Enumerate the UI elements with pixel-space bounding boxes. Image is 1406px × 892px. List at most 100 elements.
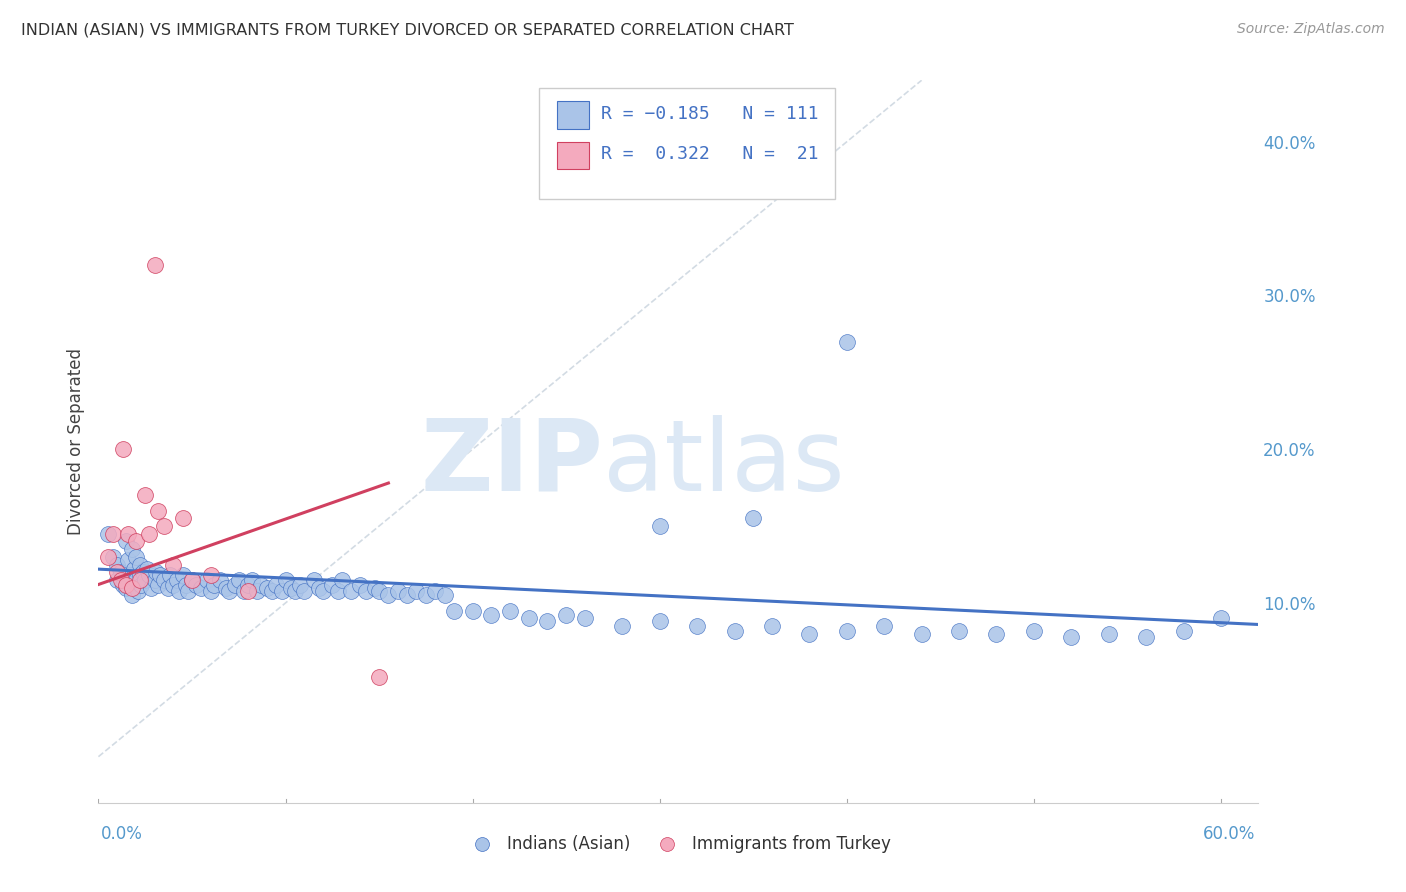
Point (172, 511, 194, 525)
Point (127, 583, 149, 598)
Point (110, 573, 132, 587)
Point (208, 573, 231, 587)
Point (330, 573, 353, 587)
Point (270, 583, 292, 598)
Point (115, 577, 138, 591)
Point (648, 519, 671, 533)
Point (149, 568, 172, 582)
FancyBboxPatch shape (557, 101, 589, 128)
Point (1060, 630, 1083, 644)
Y-axis label: Divorced or Separated: Divorced or Separated (66, 348, 84, 535)
Point (134, 488, 156, 502)
Point (536, 615, 558, 629)
Point (246, 583, 269, 598)
Point (143, 258, 166, 272)
Point (236, 577, 259, 591)
Point (148, 504, 170, 518)
Point (122, 562, 145, 576)
Legend: Indians (Asian), Immigrants from Turkey: Indians (Asian), Immigrants from Turkey (458, 828, 898, 860)
Point (236, 583, 259, 598)
Point (139, 581, 162, 595)
Point (292, 583, 315, 598)
Point (128, 573, 150, 587)
Point (190, 581, 212, 595)
Point (250, 577, 273, 591)
Point (159, 568, 181, 582)
Point (120, 568, 142, 582)
Text: atlas: atlas (603, 415, 845, 512)
Point (354, 583, 377, 598)
Point (761, 619, 783, 633)
Point (1135, 630, 1157, 644)
Point (121, 581, 143, 595)
Point (97, 526, 120, 541)
Point (686, 619, 709, 633)
Point (117, 526, 139, 541)
Point (128, 558, 150, 572)
Point (131, 577, 153, 591)
Point (425, 583, 447, 598)
Point (218, 583, 240, 598)
Point (153, 573, 176, 587)
Point (723, 624, 745, 638)
Point (128, 568, 150, 582)
Point (835, 334, 858, 349)
Point (415, 588, 437, 602)
Point (228, 573, 250, 587)
Point (873, 619, 896, 633)
Point (125, 549, 148, 564)
Point (326, 583, 349, 598)
Point (499, 604, 522, 618)
Point (274, 573, 297, 587)
Point (156, 581, 179, 595)
Point (121, 542, 143, 557)
Point (172, 568, 194, 582)
Point (200, 568, 222, 582)
Text: INDIAN (ASIAN) VS IMMIGRANTS FROM TURKEY DIVORCED OR SEPARATED CORRELATION CHART: INDIAN (ASIAN) VS IMMIGRANTS FROM TURKEY… (21, 22, 794, 37)
Point (364, 581, 387, 595)
Point (105, 558, 128, 572)
Point (1022, 624, 1045, 638)
Point (162, 577, 184, 591)
Point (167, 583, 190, 598)
Point (162, 558, 184, 572)
Point (368, 670, 391, 684)
Point (340, 583, 363, 598)
Point (648, 615, 671, 629)
Point (368, 583, 391, 598)
Point (1173, 624, 1195, 638)
Point (256, 581, 278, 595)
Point (799, 626, 821, 640)
Point (387, 583, 409, 598)
Point (111, 442, 134, 457)
Point (284, 583, 307, 598)
Point (1209, 611, 1232, 625)
Point (200, 583, 222, 598)
Point (233, 583, 256, 598)
Point (574, 611, 596, 625)
Point (433, 588, 456, 602)
Point (115, 581, 138, 595)
Point (204, 577, 226, 591)
Point (262, 583, 284, 598)
Point (443, 604, 465, 618)
Point (742, 511, 765, 525)
Point (103, 526, 125, 541)
Point (312, 583, 335, 598)
Point (479, 608, 502, 623)
Text: Source: ZipAtlas.com: Source: ZipAtlas.com (1237, 22, 1385, 37)
Point (153, 519, 176, 533)
Point (138, 526, 160, 541)
Point (166, 573, 188, 587)
Point (121, 588, 143, 602)
Point (321, 577, 343, 591)
Point (103, 549, 125, 564)
FancyBboxPatch shape (557, 142, 589, 169)
Point (148, 577, 170, 591)
Point (264, 577, 287, 591)
Point (240, 573, 263, 587)
Point (308, 581, 330, 595)
Point (517, 611, 540, 625)
Point (176, 577, 198, 591)
Point (396, 588, 419, 602)
